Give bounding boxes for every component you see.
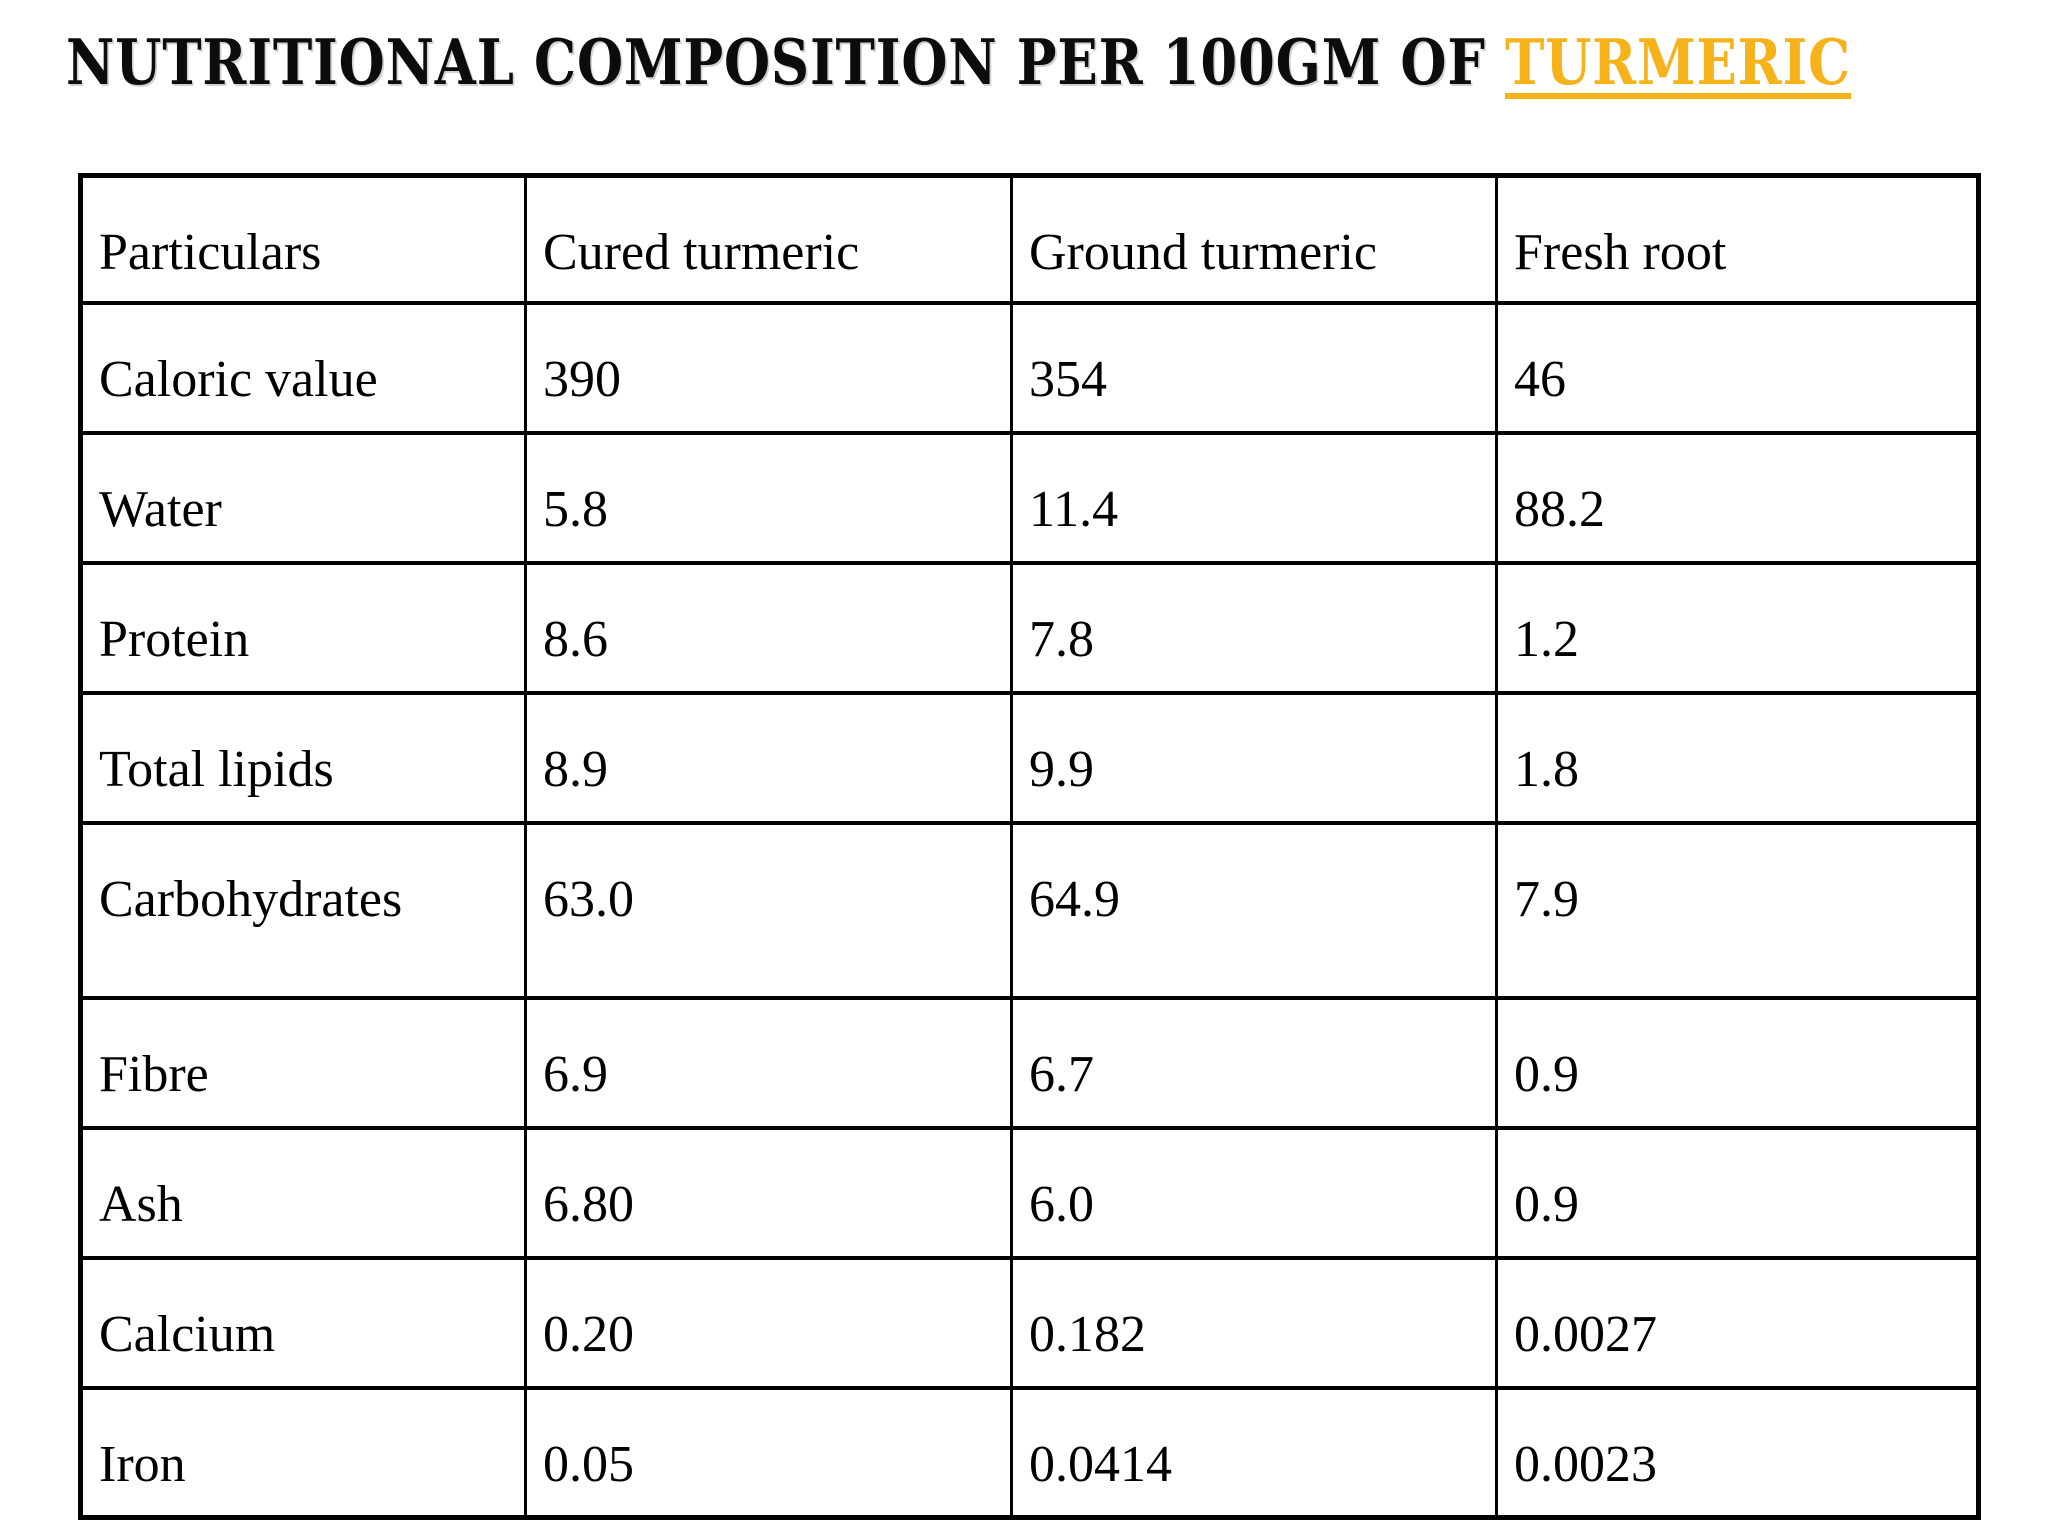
header-row: Particulars Cured turmeric Ground turmeric…: [79, 173, 1980, 305]
row-label-cell: Protein: [79, 560, 527, 695]
value-cell: 1.8: [1495, 690, 1980, 825]
value-cell: 8.6: [524, 560, 1013, 695]
value-cell: 5.8: [524, 430, 1013, 565]
table-row-fibre: Fibre 6.9 6.7 0.9: [79, 995, 1980, 1130]
value-cell: 0.9: [1495, 995, 1980, 1130]
column-header-ground-turmeric: Ground turmeric: [1010, 173, 1498, 305]
value-cell: 0.20: [524, 1255, 1013, 1390]
value-cell: 6.80: [524, 1125, 1013, 1260]
value-cell: 9.9: [1010, 690, 1498, 825]
row-label-cell: Fibre: [79, 995, 527, 1130]
value-cell: 88.2: [1495, 430, 1980, 565]
value-cell: 7.8: [1010, 560, 1498, 695]
table-body: Caloric value 390 354 46 Water 5.8 11.4 88.2 Pro…: [79, 300, 1980, 1520]
value-cell: 46: [1495, 300, 1980, 435]
table-row-carbohydrates: Carbohydrates 63.0 64.9 7.9: [79, 820, 1980, 1000]
row-label-cell: Ash: [79, 1125, 527, 1260]
page-title-highlight: TURMERIC: [1504, 25, 1851, 99]
column-header-cured-turmeric: Cured turmeric: [524, 173, 1013, 305]
column-header-particulars: Particulars: [79, 173, 527, 305]
value-cell: 6.9: [524, 995, 1013, 1130]
value-cell: 64.9: [1010, 820, 1498, 1000]
page-title: NUTRITIONAL COMPOSITION PER 100GM OF TUR…: [66, 26, 1851, 98]
row-label-cell: Carbohydrates: [79, 820, 527, 1000]
table-row-protein: Protein 8.6 7.8 1.2: [79, 560, 1980, 695]
value-cell: 6.0: [1010, 1125, 1498, 1260]
column-header-fresh-root: Fresh root: [1495, 173, 1980, 305]
value-cell: 0.0023: [1495, 1385, 1980, 1520]
table-row-iron: Iron 0.05 0.0414 0.0023: [79, 1385, 1980, 1520]
row-label-cell: Water: [79, 430, 527, 565]
value-cell: 11.4: [1010, 430, 1498, 565]
value-cell: 0.9: [1495, 1125, 1980, 1260]
nutrition-table: Particulars Cured turmeric Ground turmeric…: [78, 173, 1981, 1520]
table-row-caloric-value: Caloric value 390 354 46: [79, 300, 1980, 435]
row-label-cell: Iron: [79, 1385, 527, 1520]
value-cell: 6.7: [1010, 995, 1498, 1130]
value-cell: 0.182: [1010, 1255, 1498, 1390]
value-cell: 8.9: [524, 690, 1013, 825]
page-title-text: NUTRITIONAL COMPOSITION PER 100GM OF: [66, 25, 1505, 99]
value-cell: 63.0: [524, 820, 1013, 1000]
value-cell: 0.0414: [1010, 1385, 1498, 1520]
table-row-ash: Ash 6.80 6.0 0.9: [79, 1125, 1980, 1260]
value-cell: 390: [524, 300, 1013, 435]
value-cell: 0.0027: [1495, 1255, 1980, 1390]
value-cell: 354: [1010, 300, 1498, 435]
table-row-water: Water 5.8 11.4 88.2: [79, 430, 1980, 565]
table-row-calcium: Calcium 0.20 0.182 0.0027: [79, 1255, 1980, 1390]
row-label-cell: Total lipids: [79, 690, 527, 825]
row-label-cell: Caloric value: [79, 300, 527, 435]
row-label-cell: Calcium: [79, 1255, 527, 1390]
value-cell: 0.05: [524, 1385, 1013, 1520]
table-row-total-lipids: Total lipids 8.9 9.9 1.8: [79, 690, 1980, 825]
value-cell: 7.9: [1495, 820, 1980, 1000]
value-cell: 1.2: [1495, 560, 1980, 695]
